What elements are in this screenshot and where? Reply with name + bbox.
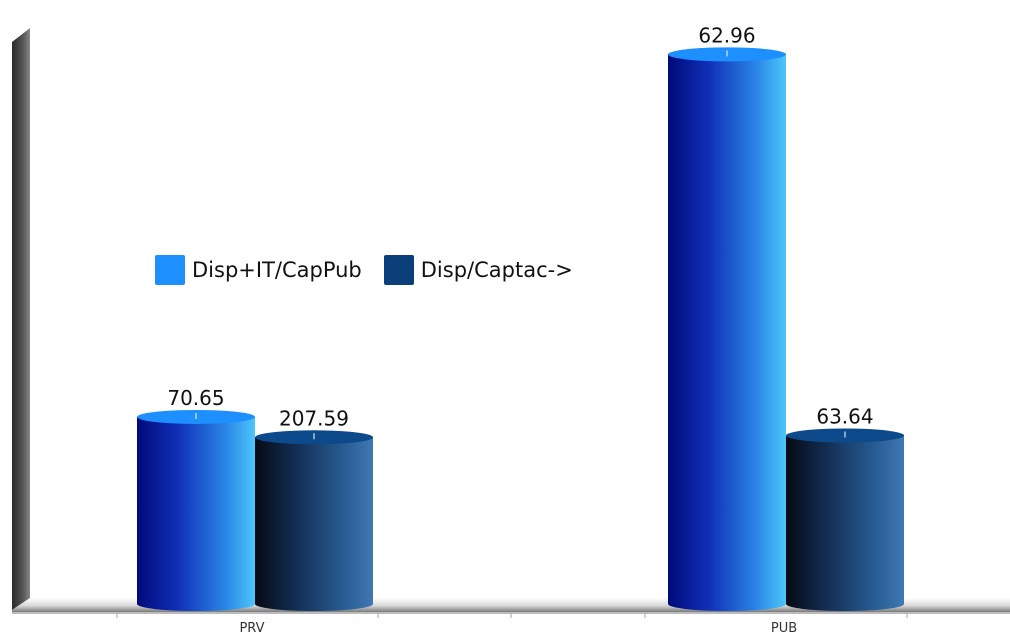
x-axis-label-prv: PRV xyxy=(239,621,264,636)
value-label-prv-series-1: 70.65 xyxy=(167,386,224,410)
value-label-prv-series-2: 207.59 xyxy=(279,406,349,430)
bar-prv-series-1 xyxy=(137,409,255,611)
chart-left-wall xyxy=(12,28,30,610)
bars-group xyxy=(137,47,904,611)
value-label-pub-series-1: 62.96 xyxy=(698,23,755,47)
x-axis-ticks xyxy=(116,613,908,618)
bar-pub-series-2 xyxy=(786,428,904,611)
x-axis-label-pub: PUB xyxy=(771,621,797,636)
value-labels-group: 70.65 207.59 62.96 63.64 xyxy=(167,23,873,430)
value-label-pub-series-2: 63.64 xyxy=(816,405,873,429)
legend-item-series-1: Disp+IT/CapPub xyxy=(155,255,362,285)
legend-item-series-2: Disp/Captac-> xyxy=(383,255,573,285)
legend-swatch-series-2 xyxy=(383,255,414,285)
bar-pub-series-1 xyxy=(668,47,786,611)
legend: Disp+IT/CapPub Disp/Captac-> xyxy=(155,255,595,285)
legend-swatch-series-1 xyxy=(155,255,185,285)
bar-prv-series-2 xyxy=(255,430,373,611)
legend-label-series-2: Disp/Captac-> xyxy=(420,258,573,282)
legend-label-series-1: Disp+IT/CapPub xyxy=(192,258,362,282)
x-axis-labels-group: PRV PUB xyxy=(239,621,797,636)
